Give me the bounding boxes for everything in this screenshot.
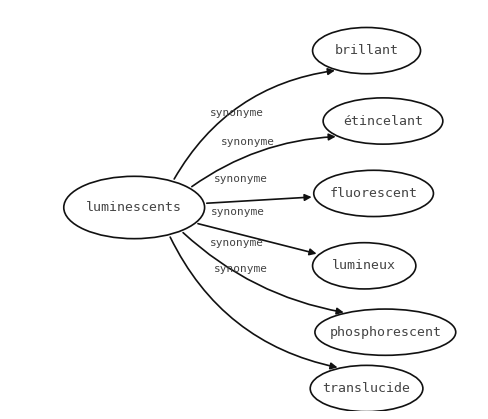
Ellipse shape (314, 309, 455, 355)
Text: lumineux: lumineux (331, 259, 395, 272)
Ellipse shape (312, 243, 415, 289)
Text: luminescents: luminescents (86, 201, 182, 214)
Text: étincelant: étincelant (342, 114, 422, 127)
Text: fluorescent: fluorescent (329, 187, 417, 200)
Ellipse shape (323, 98, 442, 144)
Text: synonyme: synonyme (210, 108, 264, 118)
Text: synonyme: synonyme (209, 238, 263, 248)
Text: translucide: translucide (322, 382, 410, 395)
Text: phosphorescent: phosphorescent (328, 326, 441, 339)
Ellipse shape (309, 365, 422, 411)
Text: brillant: brillant (334, 44, 398, 57)
Ellipse shape (313, 170, 432, 217)
Ellipse shape (312, 28, 420, 74)
Text: synonyme: synonyme (220, 137, 274, 147)
Text: synonyme: synonyme (210, 207, 264, 217)
Ellipse shape (63, 176, 204, 239)
Text: synonyme: synonyme (213, 264, 267, 274)
Text: synonyme: synonyme (214, 173, 267, 184)
